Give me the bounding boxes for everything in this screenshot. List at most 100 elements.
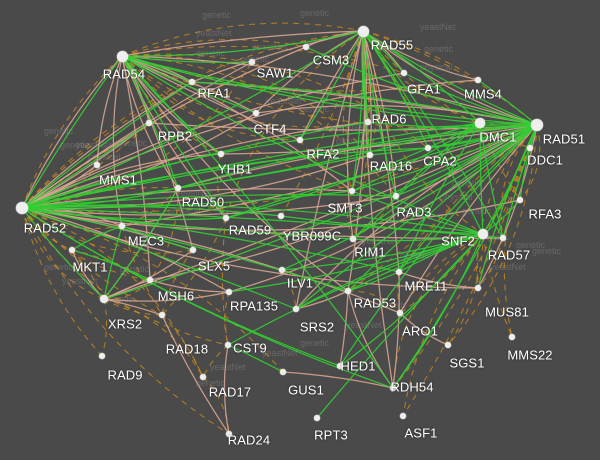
edge-genetic: [362, 30, 479, 81]
edge-yeastNet: [352, 233, 484, 242]
graph-node-rad9[interactable]: [98, 352, 106, 360]
edge-yeastNet: [21, 122, 150, 209]
graph-node-rad59[interactable]: [222, 214, 230, 222]
edge-physical: [392, 271, 400, 389]
graph-node-rad3[interactable]: [392, 192, 400, 200]
edge-genetic: [161, 314, 204, 378]
edge-genetic: [21, 207, 230, 435]
edge-genetic: [121, 39, 307, 57]
graph-node-csm3[interactable]: [302, 43, 310, 51]
graph-node-aro1[interactable]: [396, 309, 404, 317]
edge-yeastNet: [339, 233, 484, 367]
edge-yeastNet: [21, 30, 364, 209]
graph-node-sgs1[interactable]: [444, 341, 452, 349]
graph-node-rad6[interactable]: [364, 118, 372, 126]
graph-node-gus1[interactable]: [279, 368, 287, 376]
edge-yeastNet: [351, 124, 538, 192]
graph-node-rim1[interactable]: [349, 235, 357, 243]
graph-node-rad52[interactable]: [15, 201, 29, 215]
edge-group-yeastNet: [21, 30, 538, 419]
graph-node-mms1[interactable]: [93, 161, 101, 169]
edge-genetic: [101, 298, 108, 357]
edge-genetic: [71, 249, 105, 300]
edge-yeastNet: [21, 207, 297, 310]
graph-node-cpa2[interactable]: [424, 144, 432, 152]
edge-yeastNet: [227, 344, 284, 373]
edge-yeastNet: [225, 122, 481, 219]
edge-yeastNet: [403, 72, 538, 126]
edge-yeastNet: [121, 55, 227, 219]
edge-yeastNet: [347, 271, 400, 292]
edge-yeastNet: [103, 187, 179, 300]
edge-yeastNet: [479, 122, 484, 235]
graph-node-ilv1[interactable]: [278, 266, 286, 274]
graph-node-rpa135[interactable]: [225, 288, 233, 296]
graph-node-rad17[interactable]: [199, 373, 207, 381]
graph-node-mms4[interactable]: [474, 76, 482, 84]
graph-node-snf2[interactable]: [478, 229, 488, 239]
edge-genetic: [342, 30, 364, 192]
graph-node-mre11[interactable]: [395, 268, 403, 276]
edge-yeastNet: [177, 124, 538, 189]
edge-yeastNet: [121, 55, 394, 389]
graph-node-rad51[interactable]: [530, 118, 544, 132]
graph-node-ddc1[interactable]: [526, 144, 534, 152]
graph-node-mms22[interactable]: [508, 333, 516, 341]
graph-node-dmc1[interactable]: [475, 118, 485, 128]
edge-genetic: [121, 55, 353, 192]
graph-node-rad50[interactable]: [174, 184, 182, 192]
edge-physical: [362, 30, 538, 126]
edge-physical: [103, 291, 230, 302]
graph-node-gfa1[interactable]: [400, 69, 408, 77]
graph-node-xrs2[interactable]: [100, 295, 108, 303]
graph-node-rad16[interactable]: [366, 151, 374, 159]
edge-genetic: [121, 187, 179, 227]
edge-yeastNet: [177, 122, 481, 189]
graph-node-rad57[interactable]: [499, 234, 507, 242]
edge-physical: [21, 195, 397, 216]
graph-node-mus81[interactable]: [474, 284, 482, 292]
edge-yeastNet: [21, 204, 484, 235]
graph-node-rfa3[interactable]: [516, 196, 524, 204]
graph-node-rad18[interactable]: [158, 311, 166, 319]
graph-node-rfa1[interactable]: [188, 78, 196, 86]
graph-node-rdh54[interactable]: [389, 384, 397, 392]
edge-yeastNet: [21, 81, 193, 209]
graph-node-rad54[interactable]: [116, 50, 128, 62]
edge-genetic: [21, 61, 253, 209]
graph-node-rad53[interactable]: [344, 287, 352, 295]
edge-genetic: [121, 55, 397, 197]
graph-node-asf1[interactable]: [399, 412, 407, 420]
edge-genetic: [21, 207, 204, 378]
graph-node-ctf4[interactable]: [252, 109, 260, 117]
graph-node-msh6[interactable]: [146, 276, 154, 284]
edge-genetic: [362, 30, 484, 235]
edge-genetic: [21, 207, 105, 300]
graph-node-rpt3[interactable]: [313, 414, 321, 422]
edge-yeastNet: [21, 207, 105, 300]
graph-node-mkt1[interactable]: [68, 246, 76, 254]
graph-node-cst9[interactable]: [224, 341, 232, 349]
graph-node-rfa2[interactable]: [296, 136, 304, 144]
edge-genetic: [519, 124, 541, 201]
edge-physical: [255, 30, 364, 114]
edge-genetic: [402, 233, 484, 417]
graph-node-rpb2[interactable]: [145, 119, 153, 127]
edge-physical: [339, 290, 349, 367]
edge-yeastNet: [21, 207, 354, 240]
graph-node-ybr099c[interactable]: [277, 212, 285, 220]
graph-node-smt3[interactable]: [348, 187, 356, 195]
graph-node-rad55[interactable]: [357, 25, 369, 37]
graph-node-rad24[interactable]: [225, 430, 233, 438]
edge-yeastNet: [227, 233, 484, 346]
graph-node-slx5[interactable]: [189, 246, 197, 254]
graph-node-hed1[interactable]: [336, 362, 344, 370]
graph-node-saw1[interactable]: [248, 58, 256, 66]
graph-node-srs2[interactable]: [292, 305, 300, 313]
graph-node-mec3[interactable]: [118, 222, 126, 230]
edge-yeastNet: [395, 124, 538, 197]
edge-yeastNet: [316, 233, 484, 419]
edge-yeastNet: [21, 121, 369, 209]
graph-node-yhb1[interactable]: [217, 150, 225, 158]
